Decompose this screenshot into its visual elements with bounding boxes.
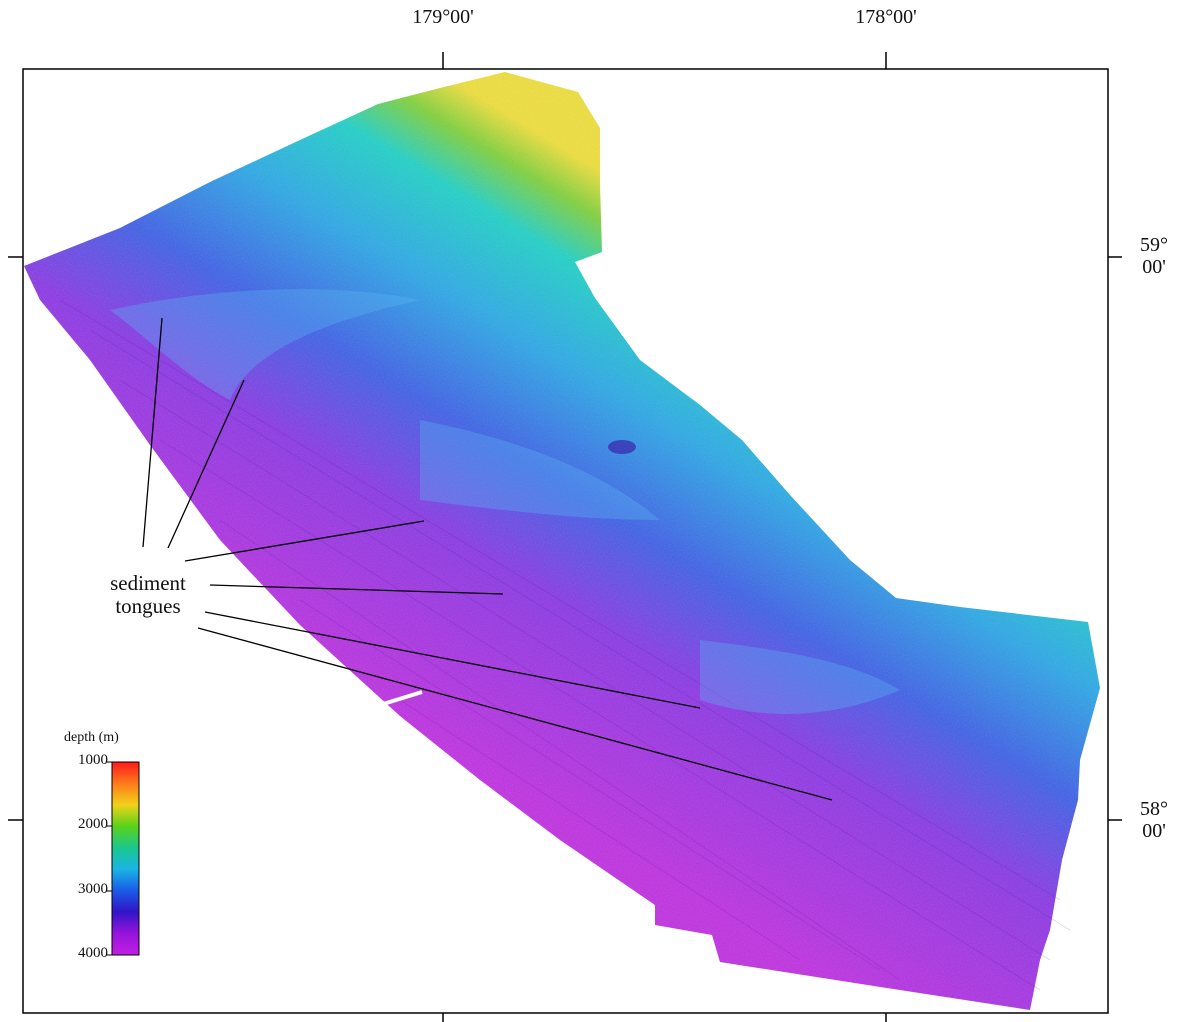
frame-ticks [8, 52, 1122, 1022]
colorbar [111, 761, 140, 956]
colorbar-title: depth (m) [64, 730, 119, 745]
annotation-line-2: tongues [115, 594, 181, 618]
annotation-leaders [142, 317, 833, 801]
colorbar-tick-3000: 3000 [78, 881, 108, 897]
map-frame [22, 68, 1109, 1014]
latitude-label-58: 58° 00' [1124, 798, 1184, 842]
survey-tracks [59, 299, 1071, 991]
longitude-label-178: 178°00' [855, 6, 917, 28]
survey-swath [24, 72, 1100, 1010]
colorbar-tick-1000: 1000 [78, 752, 108, 768]
colorbar-tick-4000: 4000 [78, 945, 108, 961]
sediment-tongue-shapes [110, 289, 900, 714]
latitude-degree: 59° [1140, 234, 1168, 256]
latitude-minute: 00' [1142, 256, 1166, 278]
depression [608, 440, 636, 454]
colorbar-ticks [107, 761, 112, 956]
colorbar-tick-2000: 2000 [78, 816, 108, 832]
annotation-line-1: sediment [110, 571, 186, 595]
longitude-label-179: 179°00' [412, 6, 474, 28]
sediment-tongues-label: sediment tongues [78, 572, 218, 618]
latitude-label-59: 59° 00' [1124, 234, 1184, 278]
data-gap [379, 690, 423, 707]
latitude-minute: 00' [1142, 820, 1166, 842]
latitude-degree: 58° [1140, 798, 1168, 820]
